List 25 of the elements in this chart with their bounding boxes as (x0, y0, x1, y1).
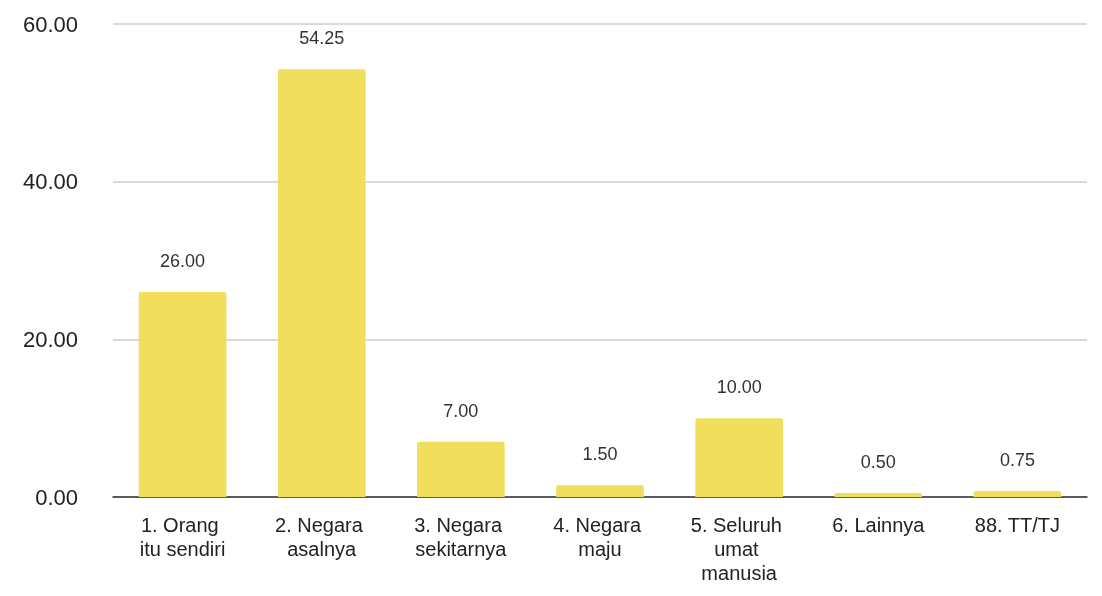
data-label: 0.50 (860, 452, 896, 473)
bar (834, 493, 923, 497)
x-tick-label: 1. Orang itu sendiri (139, 514, 226, 560)
x-tick-label: 4. Negara maju (553, 514, 647, 560)
x-tick-label: 6. Lainnya (832, 514, 926, 536)
bar (417, 441, 505, 497)
y-tick-label: 20.00 (22, 326, 78, 352)
bar (973, 491, 1062, 497)
x-tick-label: 88. TT/TJ (974, 514, 1061, 536)
y-tick-label: 0.00 (35, 484, 78, 510)
x-tick-label: 2. Negara asalnya (275, 514, 369, 560)
data-label: 10.00 (716, 377, 762, 398)
data-label: 1.50 (582, 444, 618, 465)
x-tick-label: 3. Negara sekitarnya (414, 514, 508, 560)
bar (695, 418, 783, 497)
y-tick-label: 60.00 (22, 11, 78, 37)
bar (277, 69, 366, 497)
data-label: 54.25 (299, 28, 345, 49)
x-tick-label: 5. Seluruh umat manusia (690, 514, 788, 584)
data-label: 0.75 (999, 450, 1035, 471)
data-label: 26.00 (160, 251, 206, 272)
bar (138, 292, 227, 497)
bar (556, 485, 644, 497)
data-label: 7.00 (443, 400, 479, 421)
y-tick-label: 40.00 (22, 169, 78, 195)
